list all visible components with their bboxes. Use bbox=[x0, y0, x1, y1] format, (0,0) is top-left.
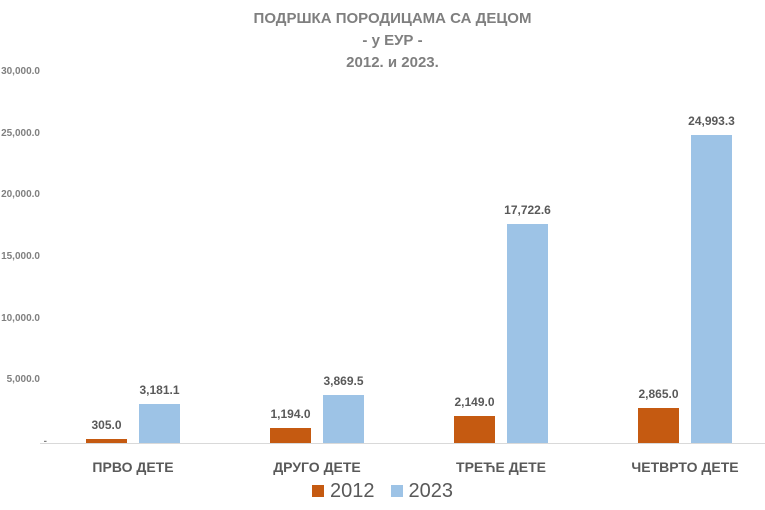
bar-2023 bbox=[691, 134, 732, 443]
y-tick-label: - bbox=[43, 436, 47, 447]
y-tick-label: 10,000.0 bbox=[1, 312, 40, 324]
x-category-label: ТРЕЋЕ ДЕТЕ bbox=[456, 459, 546, 475]
y-tick-label: 25,000.0 bbox=[1, 127, 40, 139]
bar-2012 bbox=[638, 407, 679, 443]
chart-title-line2: - у ЕУР - bbox=[362, 32, 423, 49]
bar-2023 bbox=[323, 395, 364, 443]
data-label: 3,869.5 bbox=[323, 374, 364, 389]
y-tick-label: 5,000.0 bbox=[6, 374, 40, 386]
data-label: 2,865.0 bbox=[638, 386, 679, 401]
legend-swatch-2012 bbox=[312, 485, 324, 497]
x-axis-line bbox=[40, 443, 765, 444]
bar-2023 bbox=[507, 224, 548, 443]
legend-label: 2023 bbox=[408, 480, 454, 502]
legend-label: 2012 bbox=[330, 480, 375, 502]
chart-title-line3: 2012. и 2023. bbox=[346, 54, 439, 71]
x-category-label: ПРВО ДЕТЕ bbox=[92, 459, 174, 475]
bar-2012 bbox=[454, 416, 495, 443]
bar-2012 bbox=[270, 428, 311, 443]
bar-2012 bbox=[86, 439, 127, 443]
legend-swatch-2023 bbox=[390, 485, 403, 497]
y-tick-label: 20,000.0 bbox=[1, 189, 40, 201]
legend-item-2012: 2012 bbox=[312, 479, 375, 503]
y-tick-label: 15,000.0 bbox=[1, 250, 40, 262]
data-label: 305.0 bbox=[91, 418, 122, 433]
chart-title-line1: ПОДРШКА ПОРОДИЦАМА СА ДЕЦОМ bbox=[253, 10, 532, 27]
legend: 2012 2023 bbox=[0, 479, 765, 503]
data-label: 2,149.0 bbox=[454, 395, 495, 410]
y-tick-label: 30,000.0 bbox=[1, 65, 40, 77]
data-label: 17,722.6 bbox=[504, 203, 551, 218]
bar-2023 bbox=[139, 403, 180, 443]
x-category-label: ЧЕТВРТО ДЕТЕ bbox=[631, 459, 739, 475]
legend-item-2023: 2023 bbox=[390, 479, 454, 503]
data-label: 24,993.3 bbox=[688, 113, 735, 128]
data-label: 1,194.0 bbox=[270, 407, 311, 422]
x-category-label: ДРУГО ДЕТЕ bbox=[273, 459, 361, 475]
data-label: 3,181.1 bbox=[139, 382, 180, 397]
